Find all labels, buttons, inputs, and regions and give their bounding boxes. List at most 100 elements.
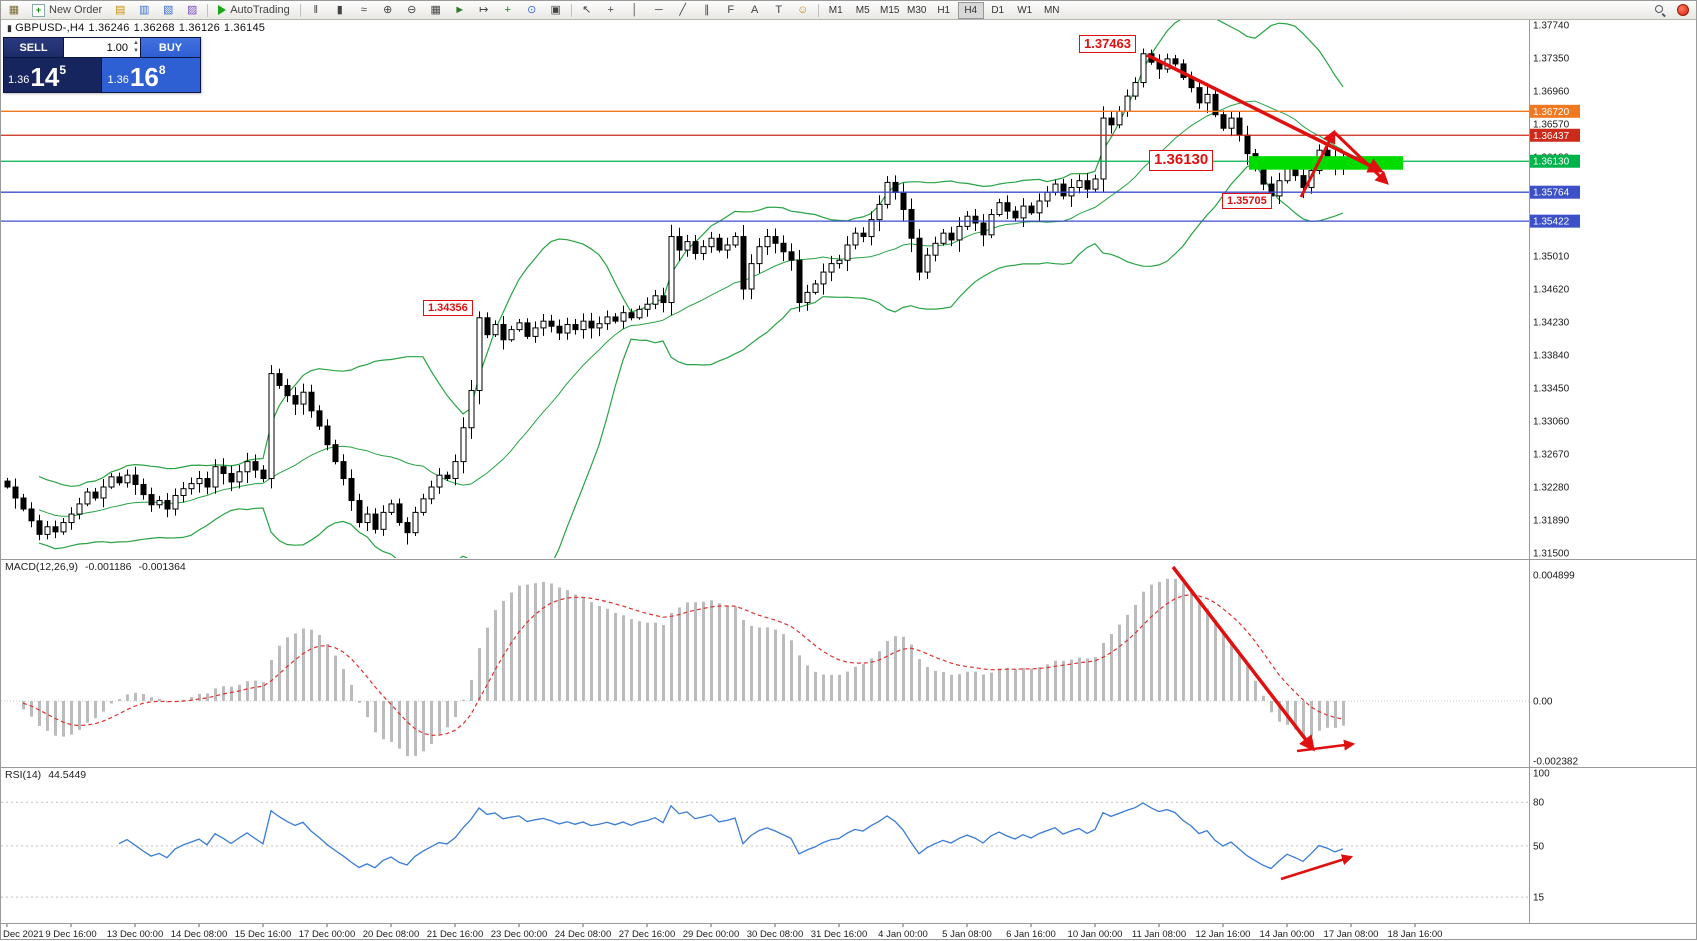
new-order-icon: + [32, 3, 45, 17]
magnifier-glyph [1654, 4, 1667, 17]
autotrading-play-icon [218, 5, 227, 15]
toolbar-separator [570, 3, 572, 17]
arrows-icon[interactable]: ☺ [797, 3, 809, 16]
search-icon[interactable] [1649, 2, 1671, 18]
svg-text:30 Dec 08:00: 30 Dec 08:00 [747, 929, 804, 940]
symbol-title: GBPUSD-,H4 [15, 22, 85, 34]
price-level-lines[interactable] [1, 110, 1529, 222]
sell-button[interactable]: SELL [4, 38, 63, 57]
svg-text:1.37350: 1.37350 [1533, 54, 1570, 65]
svg-text:17 Dec 00:00: 17 Dec 00:00 [299, 929, 356, 940]
macd-signal-value: -0.001364 [138, 561, 186, 573]
svg-text:1.36130: 1.36130 [1533, 157, 1570, 168]
svg-text:15 Dec 16:00: 15 Dec 16:00 [235, 929, 292, 940]
timeframe-m30-button[interactable]: M30 [906, 4, 927, 16]
bollinger-bands [38, 20, 1344, 558]
ohlc-close: 1.36145 [223, 22, 266, 34]
timeframe-m5-button[interactable]: M5 [855, 4, 870, 16]
rsi-label: RSI(14) 44.5449 [5, 769, 93, 781]
candles [4, 48, 1347, 545]
data-window-icon[interactable]: ▥ [138, 3, 150, 16]
timeframe-group: M1 M5 M15 M30 H1 H4 D1 W1 MN [823, 1, 1065, 19]
support-zone-rect [1249, 156, 1403, 170]
red-dot-glyph [1677, 4, 1689, 16]
chart-window-icon[interactable]: ▦ [8, 3, 20, 16]
ohlc-low: 1.36126 [178, 22, 220, 34]
periods-icon[interactable]: ⊙ [527, 3, 537, 16]
cursor-icon[interactable]: ↖ [582, 3, 592, 16]
label-icon[interactable]: T [775, 3, 783, 16]
market-watch-icon[interactable]: ▤ [114, 3, 126, 16]
spinner-down-icon: ▼ [133, 48, 139, 54]
tile-windows-icon[interactable]: ▦ [430, 3, 441, 16]
templates-icon[interactable]: ▣ [550, 3, 561, 16]
candlestick-chart-icon[interactable]: ▮ [336, 3, 343, 16]
new-order-button[interactable]: + New Order [26, 2, 108, 18]
zoom-out-icon[interactable]: ⊖ [407, 3, 417, 16]
svg-text:31 Dec 16:00: 31 Dec 16:00 [811, 929, 868, 940]
svg-text:12 Jan 16:00: 12 Jan 16:00 [1196, 929, 1251, 940]
svg-text:11 Jan 08:00: 11 Jan 08:00 [1132, 929, 1186, 940]
timeframe-h4-button[interactable]: H4 [957, 1, 984, 19]
one-click-trading-panel: SELL 1.00 ▲ ▼ BUY 1.36 14 5 1.36 16 8 [3, 37, 201, 93]
buy-button[interactable]: BUY [141, 38, 200, 57]
spinner-up-icon: ▲ [133, 40, 139, 46]
volume-input[interactable]: 1.00 ▲ ▼ [63, 38, 141, 57]
svg-text:1.36960: 1.36960 [1533, 87, 1570, 98]
timeframe-w1-button[interactable]: W1 [1017, 4, 1033, 16]
svg-text:21 Dec 16:00: 21 Dec 16:00 [427, 929, 484, 940]
macd-panel [1, 578, 1529, 757]
svg-text:14 Jan 00:00: 14 Jan 00:00 [1260, 929, 1315, 940]
navigator-icon[interactable]: ▧ [162, 3, 174, 16]
ask-pip-digit: 8 [158, 63, 166, 77]
timeframe-mn-button[interactable]: MN [1043, 4, 1060, 16]
svg-text:1.33840: 1.33840 [1533, 351, 1570, 362]
svg-text:80: 80 [1533, 798, 1545, 809]
svg-text:14 Dec 08:00: 14 Dec 08:00 [171, 929, 228, 940]
fibonacci-icon[interactable]: F [727, 3, 735, 16]
terminal-icon[interactable]: ▨ [186, 3, 198, 16]
svg-text:27 Dec 16:00: 27 Dec 16:00 [619, 929, 676, 940]
ask-price-display[interactable]: 1.36 16 8 [100, 58, 200, 92]
svg-text:18 Jan 16:00: 18 Jan 16:00 [1388, 929, 1443, 940]
svg-text:1.31500: 1.31500 [1533, 549, 1570, 560]
toolbar: ▦ + New Order ▤ ▥ ▧ ▨ AutoTrading ‖ ▮ ≈ ⊕ ⊖ ▦ ► ↦ +… [1, 1, 1696, 20]
vertical-line-icon[interactable]: │ [631, 3, 639, 16]
auto-scroll-icon[interactable]: ► [454, 3, 466, 16]
svg-text:1.35764: 1.35764 [1533, 188, 1570, 199]
chart-tools-group: ‖ ▮ ≈ ⊕ ⊖ ▦ ► ↦ + ⊙ ▣ [305, 2, 567, 18]
zoom-in-icon[interactable]: ⊕ [383, 3, 393, 16]
svg-text:13 Dec 00:00: 13 Dec 00:00 [107, 929, 164, 940]
crosshair-icon[interactable]: + [607, 3, 614, 16]
annotation-arrows[interactable] [1146, 53, 1389, 881]
timeframe-h1-button[interactable]: H1 [937, 4, 951, 16]
channel-icon[interactable]: ∥ [703, 3, 710, 16]
bar-chart-icon[interactable]: ‖ [313, 3, 318, 16]
trendline-icon[interactable]: ╱ [679, 3, 687, 16]
svg-text:1.36720: 1.36720 [1533, 107, 1570, 118]
price-axis: 1.377401.373501.369601.365701.361801.357… [1530, 21, 1580, 904]
timeframe-d1-button[interactable]: D1 [991, 4, 1005, 16]
autotrading-button[interactable]: AutoTrading [212, 2, 296, 18]
ask-big-digits: 16 [129, 62, 159, 92]
bid-price-display[interactable]: 1.36 14 5 [4, 58, 101, 92]
rsi-name: RSI(14) [5, 769, 42, 781]
ohlc-high: 1.36268 [133, 22, 175, 34]
text-icon[interactable]: A [751, 3, 759, 16]
bid-pip-digit: 5 [59, 63, 67, 77]
new-order-label: New Order [49, 3, 103, 16]
svg-text:1.32670: 1.32670 [1533, 450, 1570, 461]
svg-text:50: 50 [1533, 842, 1545, 853]
chart-shift-icon[interactable]: ↦ [479, 3, 489, 16]
timeframe-m15-button[interactable]: M15 [879, 4, 900, 16]
volume-spinner[interactable]: ▲ ▼ [133, 39, 139, 55]
ask-prefix: 1.36 [107, 74, 129, 86]
horizontal-line-icon[interactable]: ─ [654, 3, 663, 16]
timeframe-m1-button[interactable]: M1 [828, 4, 843, 16]
connection-status-icon[interactable] [1672, 2, 1694, 18]
line-chart-icon[interactable]: ≈ [360, 3, 367, 16]
volume-value: 1.00 [106, 41, 128, 54]
indicators-icon[interactable]: + [504, 3, 511, 16]
toolbar-separator [817, 3, 819, 17]
